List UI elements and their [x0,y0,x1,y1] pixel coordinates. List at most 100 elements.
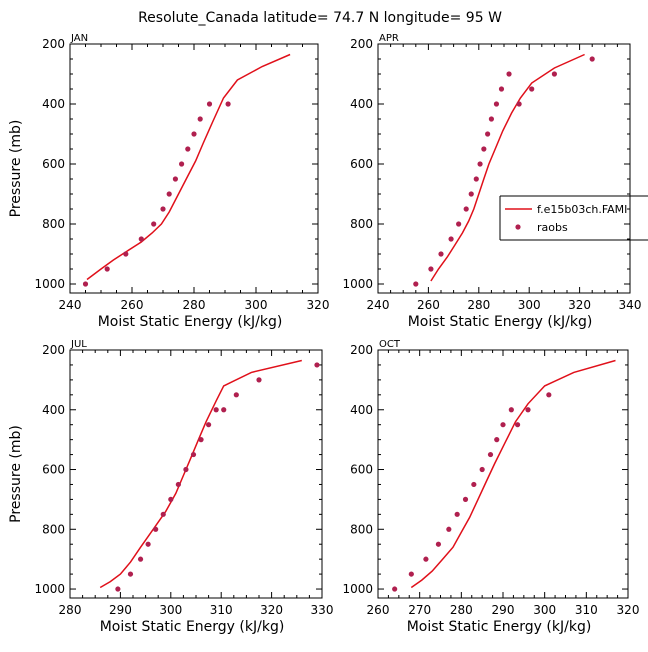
y-tick-label: 200 [350,343,373,357]
data-point-raobs [185,146,191,152]
legend-label-model: f.e15b03ch.FAMI [537,203,627,216]
panel-label: OCT [379,339,401,350]
data-point-raobs [525,407,531,413]
x-axis-label: Moist Static Energy (kJ/kg) [100,619,285,635]
y-tick-label: 800 [350,217,373,231]
y-tick-label: 400 [42,403,65,417]
data-point-raobs [183,466,189,473]
data-point-raobs [485,131,491,137]
data-point-raobs [446,526,452,532]
data-point-raobs [493,101,500,107]
data-point-raobs [487,451,494,458]
data-point-raobs [191,131,197,137]
x-tick-label: 310 [210,603,233,617]
data-point-raobs [221,407,227,413]
panel-jul: 280 290 300 310 320 330 200 400 600 800 1000 JUL Moi… [8,339,333,635]
data-point-raobs [438,251,444,257]
data-point-raobs [137,556,144,562]
data-point-raobs [166,191,172,197]
data-point-raobs [190,451,197,458]
data-point-raobs [206,101,213,107]
data-point-raobs [172,176,178,182]
x-tick-label: 320 [260,603,283,617]
data-point-raobs [546,392,552,398]
x-tick-label: 290 [109,603,132,617]
data-point-raobs [82,281,89,287]
data-point-raobs [104,266,110,272]
y-tick-label: 1000 [34,277,65,291]
x-tick-label: 280 [450,603,473,617]
data-point-raobs [589,56,595,62]
data-point-raobs [153,526,159,532]
panel-oct: 260 270 280 290 300 310 320 200 400 600 800 1000 OCT… [342,339,639,635]
x-tick-label: 310 [575,603,598,617]
x-tick-label: 260 [121,298,144,312]
data-point-raobs [463,206,469,212]
y-axis-label: Pressure (mb) [8,425,24,523]
data-point-raobs [127,571,134,577]
data-point-raobs [213,407,219,413]
data-point-raobs [508,407,514,413]
panel-label: APR [379,33,399,44]
data-point-raobs [256,377,262,383]
series-line-model [430,53,585,282]
panel-label: JAN [70,33,88,44]
data-point-raobs [435,541,442,547]
chart-title: Resolute_Canada latitude= 74.7 N longitu… [138,10,502,26]
x-tick-label: 320 [307,298,330,312]
data-point-raobs [392,586,398,592]
data-point-raobs [428,266,434,272]
data-point-raobs [494,437,500,443]
data-point-raobs [454,511,460,517]
x-tick-label: 330 [311,603,334,617]
data-point-raobs [145,541,151,547]
data-point-raobs [168,496,174,502]
x-tick-label: 260 [367,603,390,617]
data-point-raobs [115,586,121,592]
x-tick-label: 300 [245,298,268,312]
data-point-raobs [233,392,239,398]
data-point-raobs [198,437,204,443]
data-point-raobs [516,101,522,107]
data-point-raobs [477,161,483,167]
y-tick-label: 800 [42,217,65,231]
data-point-raobs [197,116,203,122]
data-point-raobs [481,146,487,152]
x-tick-label: 260 [417,298,440,312]
x-tick-label: 300 [518,298,541,312]
data-point-raobs [514,422,521,428]
data-point-raobs [448,236,454,242]
x-axis-label: Moist Static Energy (kJ/kg) [408,314,593,330]
data-point-raobs [462,496,469,502]
y-tick-label: 1000 [34,582,65,596]
plot-frame [377,43,631,294]
y-tick-label: 200 [350,37,373,51]
legend-swatch-point [515,224,521,230]
y-tick-label: 600 [42,463,65,477]
x-tick-label: 300 [159,603,182,617]
panel-label: JUL [70,339,87,350]
x-tick-label: 240 [59,298,82,312]
x-tick-label: 300 [533,603,556,617]
x-axis-label: Moist Static Energy (kJ/kg) [407,619,592,635]
x-tick-label: 280 [59,603,82,617]
legend: f.e15b03ch.FAMI raobs [499,195,648,241]
data-point-raobs [151,221,157,227]
y-axis-label: Pressure (mb) [8,120,24,218]
data-point-raobs [529,86,535,92]
data-point-raobs [413,281,419,287]
y-tick-label: 400 [350,97,373,111]
y-tick-label: 200 [42,343,65,357]
x-tick-label: 280 [467,298,490,312]
series-line-model [410,359,616,589]
data-point-raobs [206,422,212,428]
data-point-raobs [473,176,479,182]
data-point-raobs [471,481,477,488]
y-tick-label: 800 [350,522,373,536]
data-point-raobs [314,362,320,368]
data-point-raobs [160,206,166,212]
plot-frame [69,43,319,294]
x-tick-label: 320 [568,298,591,312]
